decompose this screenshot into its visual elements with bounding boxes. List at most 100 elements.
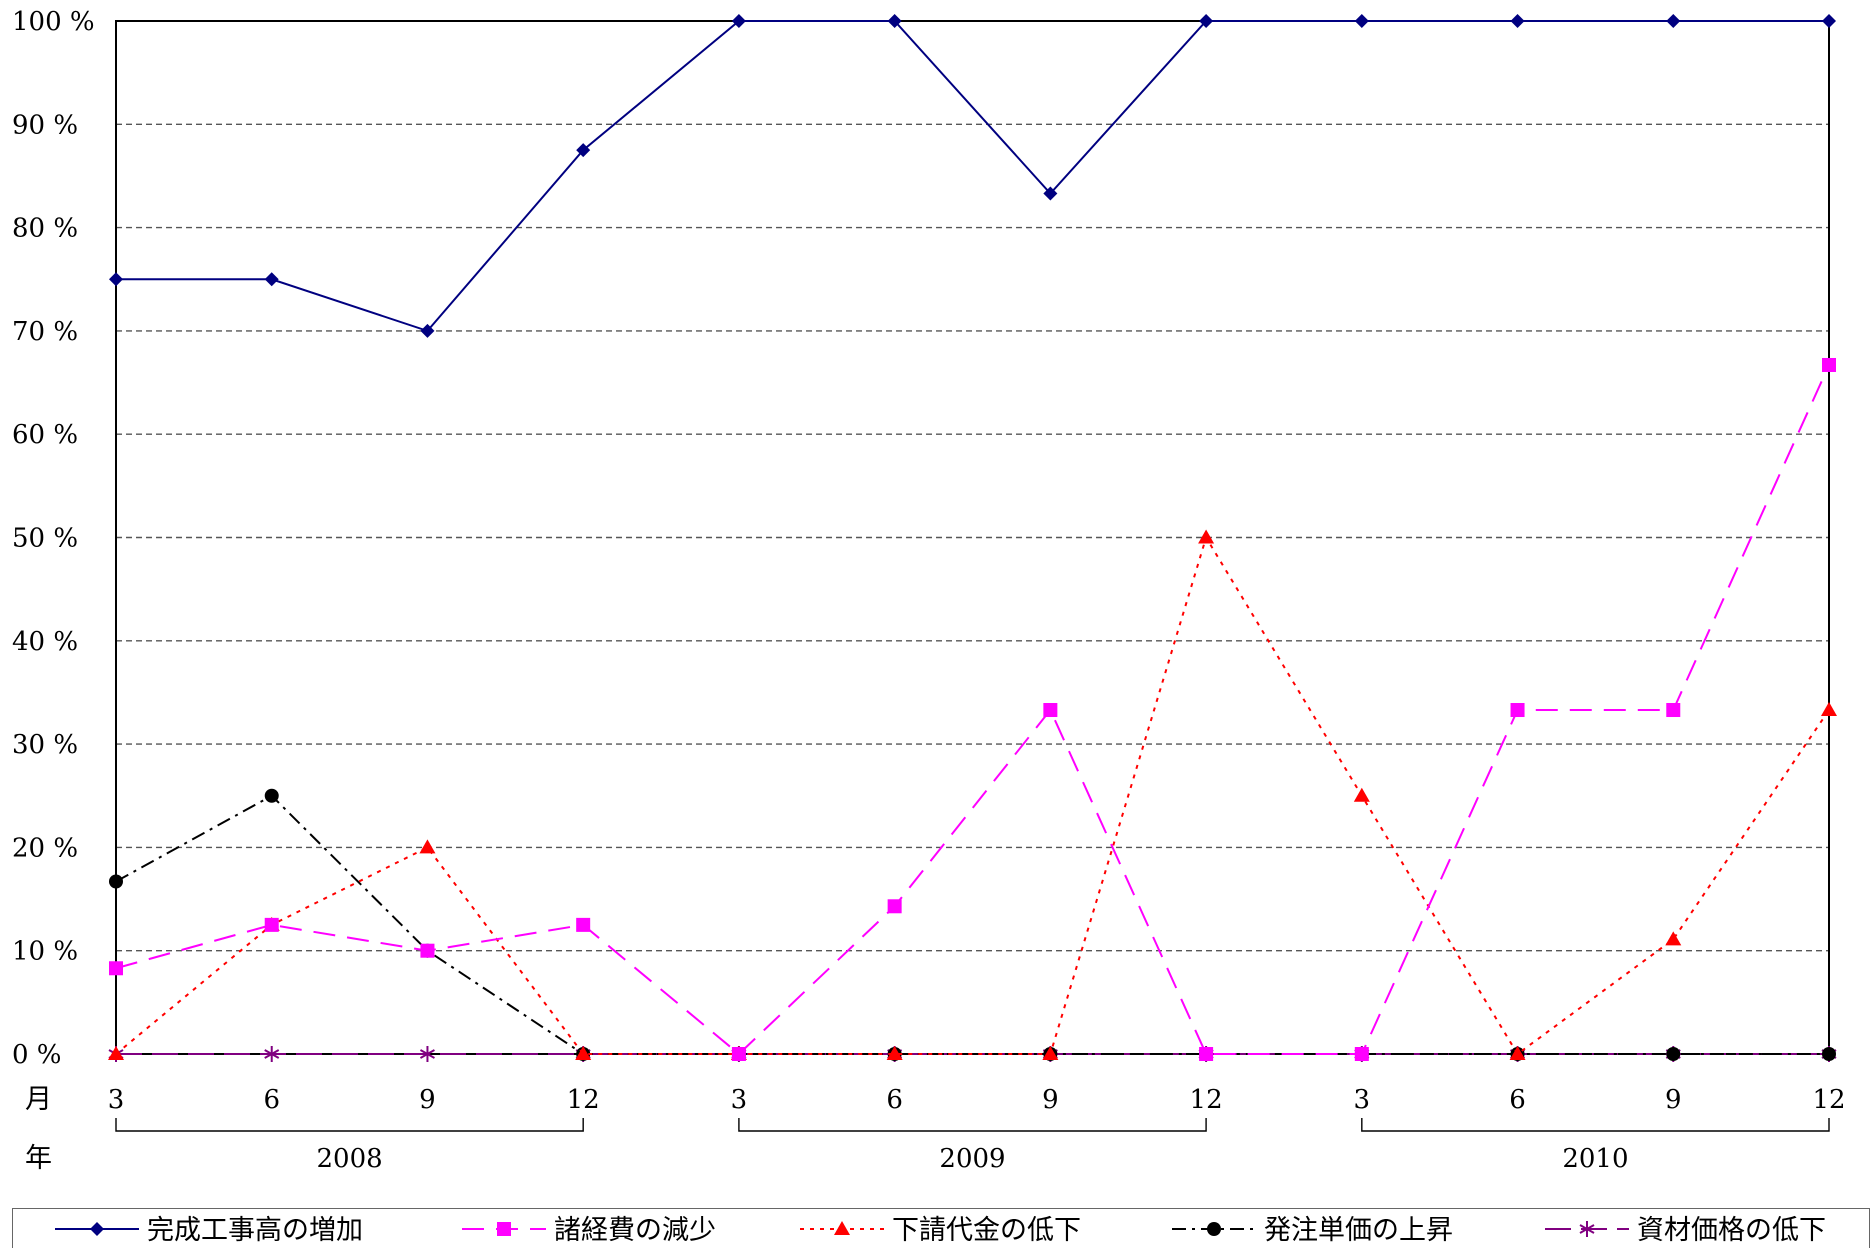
year-label: 2010: [1562, 1144, 1628, 1174]
asterisk-stroke: [1579, 1224, 1595, 1234]
x-tick-label: 12: [1190, 1085, 1223, 1115]
legend-label: 諸経費の減少: [554, 1215, 716, 1246]
asterisk-stroke: [264, 1049, 280, 1059]
legend-item: 下請代金の低下: [800, 1215, 1081, 1246]
data-point: [109, 961, 123, 976]
data-point: [264, 1046, 280, 1062]
series-line: [115, 794, 1829, 1055]
data-point: [1510, 703, 1525, 718]
year-label: 2009: [939, 1144, 1005, 1174]
x-tick-label: 6: [1509, 1085, 1526, 1115]
legend-item: 諸経費の減少: [462, 1215, 716, 1246]
legend-frame: [12, 1208, 1870, 1248]
year-label: 2008: [317, 1144, 383, 1174]
data-point: [1821, 702, 1837, 717]
data-point: [887, 899, 902, 914]
x-axis-ticks: 3 6 9 12 3 6 9 12 3 6 9 12: [108, 1085, 1846, 1115]
data-point: [1354, 1047, 1369, 1061]
y-tick-label: 50 %: [12, 524, 78, 554]
data-point: [1510, 14, 1525, 28]
y-tick-label: 90 %: [12, 110, 78, 140]
legend-marker: [90, 1222, 104, 1236]
data-point: [1822, 14, 1836, 28]
legend: 完成工事高の増加 諸経費の減少 下請代金の低下 発注単価の上昇 資材価格の低下: [55, 1215, 1826, 1246]
data-point: [1665, 931, 1682, 946]
series-lines: [108, 14, 1837, 1062]
data-point: [1043, 703, 1058, 718]
data-point: [887, 14, 902, 28]
data-point: [108, 1046, 124, 1060]
year-axis-label: 年: [25, 1143, 52, 1174]
data-point: [420, 323, 435, 338]
data-point: [1666, 703, 1681, 718]
y-tick-label: 40 %: [12, 627, 78, 657]
data-point: [731, 1047, 746, 1061]
data-point: [1354, 14, 1369, 28]
year-bracket: [738, 1118, 1207, 1132]
data-point: [1509, 1046, 1526, 1060]
y-tick-label: 100 %: [12, 7, 95, 37]
data-point: [264, 788, 279, 803]
data-point: [420, 943, 435, 958]
asterisk-stroke: [419, 1049, 435, 1059]
data-point: [109, 874, 123, 889]
data-point: [1822, 357, 1836, 372]
data-point: [1042, 1046, 1059, 1060]
data-point: [576, 917, 591, 932]
data-point: [1199, 14, 1214, 28]
series-3: [108, 529, 1837, 1060]
x-tick-label: 6: [263, 1085, 280, 1115]
data-point: [264, 917, 279, 932]
legend-marker: [1207, 1222, 1221, 1236]
data-point: [1043, 186, 1058, 201]
x-tick-label: 3: [731, 1085, 748, 1115]
x-tick-label: 3: [108, 1085, 125, 1115]
y-tick-label: 80 %: [12, 214, 78, 244]
series-2: [109, 357, 1836, 1061]
legend-item: 資材価格の低下: [1545, 1215, 1826, 1246]
year-bracket: [1361, 1118, 1830, 1132]
legend-label: 資材価格の低下: [1637, 1215, 1826, 1246]
data-point: [1198, 529, 1215, 544]
legend-marker: [834, 1221, 850, 1235]
legend-marker: [497, 1222, 511, 1236]
y-tick-label: 30 %: [12, 730, 78, 760]
data-point: [109, 272, 123, 287]
data-point: [1822, 1047, 1836, 1061]
series-1: [109, 14, 1836, 338]
y-axis-ticks: 0 % 10 % 20 % 30 % 40 % 50 % 60 % 70 % 80 % 90 % 1…: [12, 7, 95, 1070]
plot-area: [115, 20, 1830, 1055]
x-tick-label: 12: [1812, 1085, 1845, 1115]
x-tick-label: 9: [419, 1085, 436, 1115]
series-4: [109, 788, 1836, 1061]
x-tick-label: 12: [567, 1085, 600, 1115]
x-tick-label: 6: [886, 1085, 903, 1115]
x-tick-label: 9: [1042, 1085, 1059, 1115]
legend-marker: [1579, 1221, 1595, 1237]
data-point: [1353, 787, 1370, 802]
year-bracket: [115, 1118, 584, 1132]
y-tick-label: 0 %: [12, 1040, 62, 1070]
data-point: [264, 272, 279, 287]
x-tick-label: 9: [1665, 1085, 1682, 1115]
year-groups: 2008 2009 2010: [115, 1118, 1830, 1174]
legend-item: 完成工事高の増加: [55, 1215, 363, 1246]
y-tick-label: 60 %: [12, 420, 78, 450]
month-axis-label: 月: [25, 1084, 52, 1115]
data-point: [1666, 14, 1681, 28]
data-point: [886, 1046, 903, 1060]
series-line: [115, 364, 1830, 1056]
x-tick-label: 3: [1354, 1085, 1371, 1115]
y-tick-label: 20 %: [12, 833, 78, 863]
legend-label: 完成工事高の増加: [147, 1215, 363, 1246]
legend-item: 発注単価の上昇: [1172, 1215, 1453, 1246]
y-tick-label: 10 %: [12, 937, 78, 967]
y-tick-label: 70 %: [12, 317, 78, 347]
series-line: [115, 535, 1830, 1056]
data-point: [576, 143, 591, 158]
data-point: [731, 14, 746, 28]
gridlines: [116, 123, 1829, 952]
data-point: [1199, 1047, 1214, 1061]
data-point: [419, 1046, 435, 1062]
